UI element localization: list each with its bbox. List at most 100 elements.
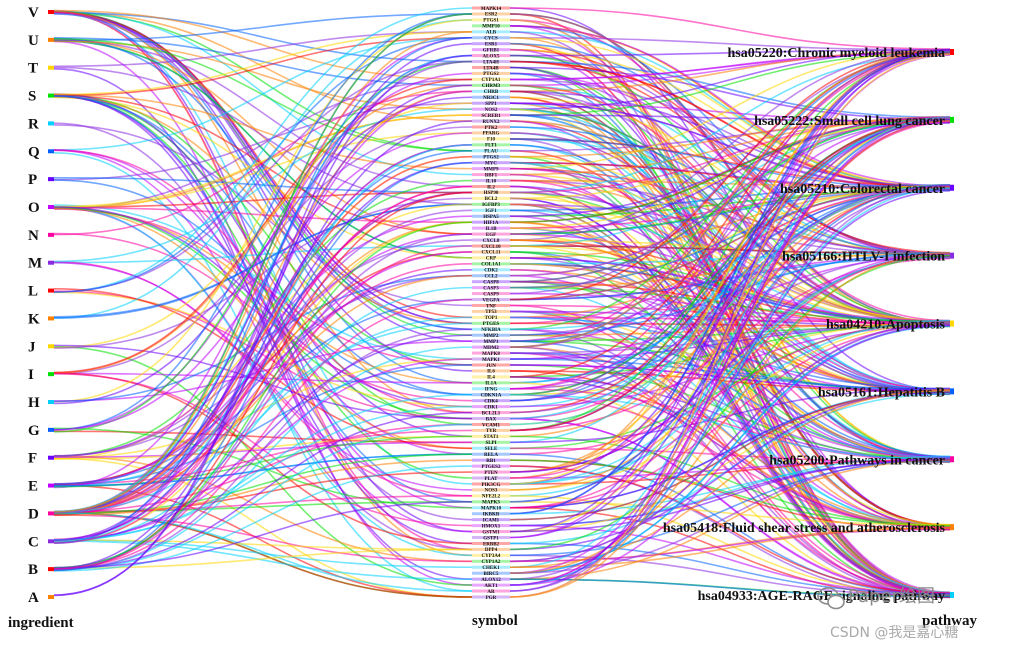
symbol-node <box>472 595 510 599</box>
symbol-node <box>472 482 510 486</box>
symbol-node <box>472 303 510 307</box>
symbol-node <box>472 12 510 16</box>
symbol-node <box>472 351 510 355</box>
symbol-label: CDK2 <box>484 269 498 274</box>
symbol-node <box>472 6 510 10</box>
link-symbol-pathway <box>509 257 951 301</box>
link-symbol-pathway <box>509 465 951 595</box>
symbol-node <box>472 214 510 218</box>
ingredient-node <box>48 511 54 516</box>
symbol-node <box>472 440 510 444</box>
symbol-label: CRP <box>486 257 496 262</box>
symbol-label: NOS3 <box>485 489 498 494</box>
link-ingredient-symbol <box>53 38 473 188</box>
symbol-label: EGF <box>486 233 496 238</box>
symbol-node <box>472 446 510 450</box>
link-layer <box>53 7 951 599</box>
symbol-node <box>472 30 510 34</box>
link-ingredient-symbol <box>53 155 473 515</box>
link-ingredient-symbol <box>53 459 473 517</box>
symbol-node <box>472 470 510 474</box>
symbol-node <box>472 292 510 296</box>
link-ingredient-symbol <box>53 435 473 460</box>
symbol-node <box>472 95 510 99</box>
symbol-label: BCL2 <box>485 197 498 202</box>
ingredient-label: U <box>28 33 39 49</box>
link-symbol-pathway <box>509 239 951 258</box>
link-symbol-pathway <box>509 53 951 194</box>
pathway-node <box>950 116 954 123</box>
link-symbol-pathway <box>509 186 951 235</box>
symbol-node <box>472 494 510 498</box>
symbol-node <box>472 387 510 391</box>
link-ingredient-symbol <box>53 30 473 68</box>
link-ingredient-symbol <box>53 132 473 431</box>
ingredient-label: F <box>28 451 37 467</box>
symbol-node <box>472 411 510 415</box>
symbol-node <box>472 196 510 200</box>
symbol-label: MAPK1 <box>482 358 500 363</box>
symbol-label: NFKBIA <box>481 328 501 333</box>
link-ingredient-symbol <box>53 191 473 208</box>
symbol-node <box>472 583 510 587</box>
link-ingredient-symbol <box>53 206 473 223</box>
symbol-label: F10 <box>487 138 496 143</box>
link-ingredient-symbol <box>53 501 473 569</box>
pathway-node <box>950 524 954 531</box>
link-symbol-pathway <box>509 117 951 485</box>
symbol-label: MYC <box>485 161 497 166</box>
link-ingredient-symbol <box>53 90 473 544</box>
link-ingredient-symbol <box>53 161 473 542</box>
link-ingredient-symbol <box>53 60 473 433</box>
link-ingredient-symbol <box>53 322 473 488</box>
link-ingredient-symbol <box>53 66 473 206</box>
link-ingredient-symbol <box>53 423 473 571</box>
symbol-node <box>472 101 510 105</box>
ingredient-label: I <box>28 367 34 383</box>
symbol-label: NFE2L2 <box>482 495 501 500</box>
symbol-node <box>472 262 510 266</box>
symbol-node <box>472 232 510 236</box>
link-symbol-pathway <box>509 524 951 595</box>
symbol-node <box>472 589 510 593</box>
link-symbol-pathway <box>509 387 951 444</box>
link-ingredient-symbol <box>53 84 473 374</box>
symbol-node <box>472 184 510 188</box>
symbol-node <box>472 464 510 468</box>
link-ingredient-symbol <box>53 298 473 485</box>
link-symbol-pathway <box>509 387 951 462</box>
symbol-label: MMP9 <box>484 167 499 172</box>
symbol-label: SELE <box>485 447 498 452</box>
symbol-node <box>472 268 510 272</box>
symbol-label: IL4 <box>487 376 495 381</box>
node-layer <box>48 6 954 599</box>
ingredient-label: V <box>28 5 39 21</box>
ingredient-label: S <box>28 89 36 105</box>
ingredient-label: K <box>28 311 40 327</box>
ingredient-label: J <box>28 339 36 355</box>
symbol-label: CXCL11 <box>482 251 501 256</box>
pathway-label: hsa05220:Chronic myeloid leukemia <box>727 46 945 61</box>
link-ingredient-symbol <box>53 13 473 431</box>
symbol-node <box>472 202 510 206</box>
link-symbol-pathway <box>509 388 951 551</box>
wechat-icon <box>817 587 845 610</box>
symbol-node <box>472 149 510 153</box>
ingredient-node <box>48 483 54 488</box>
symbol-label: PTGES2 <box>482 465 501 470</box>
symbol-label: MAPK8 <box>482 352 500 357</box>
symbol-label: CDK1 <box>484 405 498 410</box>
link-ingredient-symbol <box>53 120 473 570</box>
link-symbol-pathway <box>509 53 951 598</box>
label-layer: VUTSRQPONMLKJIHGFEDCBAMAPK14ESR2PTGS1MMP… <box>28 5 946 606</box>
link-ingredient-symbol <box>53 372 473 384</box>
symbol-label: PLAT <box>485 477 499 482</box>
symbol-node <box>472 339 510 343</box>
link-symbol-pathway <box>509 53 951 390</box>
link-ingredient-symbol <box>53 191 473 516</box>
link-ingredient-symbol <box>53 334 473 542</box>
link-symbol-pathway <box>509 116 951 569</box>
link-ingredient-symbol <box>53 286 473 544</box>
pathway-node <box>950 592 954 598</box>
ingredient-label: M <box>28 256 42 272</box>
